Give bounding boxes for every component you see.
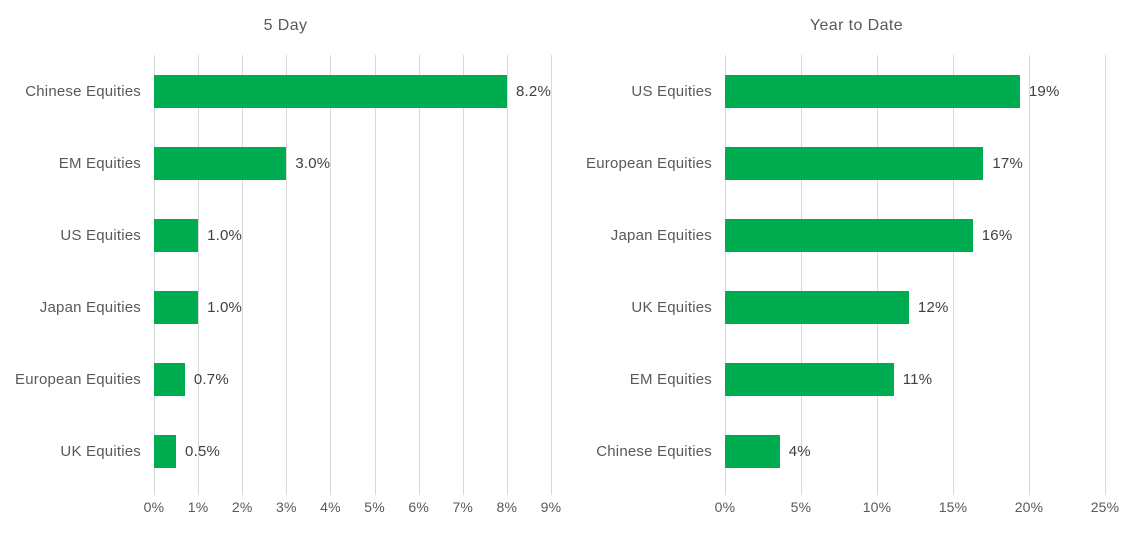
gridline (330, 55, 332, 495)
chart-body: US Equities European Equities Japan Equiti… (571, 55, 1142, 495)
bar (725, 363, 894, 397)
category-label: Chinese Equities (25, 82, 141, 100)
bar-value-label: 3.0% (295, 154, 331, 172)
gridline (506, 55, 508, 495)
bar-value-label: 12% (917, 299, 949, 317)
category-label: EM Equities (629, 371, 712, 389)
category-label: US Equities (631, 82, 712, 100)
bar (154, 218, 199, 252)
bar-value-label: 1.0% (207, 299, 243, 317)
category-label: UK Equities (60, 443, 141, 461)
x-tick-label: 25% (1090, 499, 1120, 515)
bar (154, 363, 185, 397)
plot-area: 19% 17% 16% 12% 11% 4% (725, 55, 1106, 495)
bar (154, 74, 507, 108)
category-label: UK Equities (631, 299, 712, 317)
bar-row: 3.0% (154, 127, 551, 199)
gridline (286, 55, 288, 495)
gridline (242, 55, 244, 495)
bar-row: 0.7% (154, 344, 551, 416)
category-axis: US Equities European Equities Japan Equiti… (571, 55, 725, 488)
category-axis: Chinese Equities EM Equities US Equities Ja… (0, 55, 154, 488)
x-axis: 0% 5% 10% 15% 20% 25% (715, 488, 1119, 535)
bar-row: 1.0% (154, 199, 551, 271)
gridline (462, 55, 464, 495)
x-tick-label: 5% (790, 499, 812, 515)
category-label: Chinese Equities (596, 443, 712, 461)
x-tick-label: 0% (143, 499, 165, 515)
bar-row: 0.5% (154, 416, 551, 488)
x-tick-label: 10% (862, 499, 892, 515)
gridline (374, 55, 376, 495)
bar-row: 11% (725, 344, 1105, 416)
gridline (877, 55, 878, 495)
bar (725, 291, 909, 325)
bar (725, 146, 984, 180)
x-tick-label: 3% (276, 499, 297, 515)
category-label: Japan Equities (39, 299, 141, 317)
category-label: Japan Equities (610, 226, 712, 244)
bar-row: 1.0% (154, 272, 551, 344)
bar-value-label: 17% (992, 154, 1024, 172)
gridline (1105, 55, 1106, 495)
bar-value-label: 0.5% (185, 443, 221, 461)
bar-row: 17% (725, 127, 1105, 199)
gridline (1029, 55, 1030, 495)
x-tick-label: 4% (320, 499, 341, 515)
category-label: European Equities (15, 371, 141, 389)
x-tick-label: 2% (231, 499, 253, 515)
bar (725, 435, 780, 469)
chart-title-year-to-date: Year to Date (809, 17, 904, 34)
category-label: US Equities (60, 226, 141, 244)
bar-row: 16% (725, 199, 1105, 271)
x-tick-label: 9% (540, 499, 562, 515)
bar-value-label: 4% (788, 443, 811, 461)
gridline (198, 55, 200, 495)
bar-value-label: 8.2% (516, 82, 551, 100)
bar-value-label: 1.0% (207, 226, 243, 244)
x-tick-label: 0% (714, 499, 736, 515)
x-tick-label: 5% (364, 499, 385, 515)
category-label: EM Equities (58, 154, 141, 172)
x-tick-label: 20% (1014, 499, 1044, 515)
bar-row: 4% (725, 416, 1105, 488)
x-tick-label: 1% (187, 499, 209, 515)
gridline (801, 55, 802, 495)
plot-area: 8.2% 3.0% 1.0% 1.0% 0.7% 0.5% (154, 55, 552, 495)
bar-row: 12% (725, 272, 1105, 344)
chart-title-5-day: 5 Day (263, 17, 308, 34)
x-tick-label: 8% (496, 499, 518, 515)
chart-5-day: 5 Day Chinese Equities EM Equities US Equi… (0, 0, 571, 535)
category-label: European Equities (586, 154, 712, 172)
bar-value-label: 19% (1028, 82, 1060, 100)
gridline (551, 55, 552, 495)
bar (154, 435, 177, 469)
bar-row: 8.2% (154, 55, 551, 127)
bar (725, 218, 973, 252)
gridline (725, 55, 726, 495)
chart-body: Chinese Equities EM Equities US Equities Ja… (0, 55, 571, 495)
bar-value-label: 11% (902, 371, 933, 389)
x-tick-label: 15% (938, 499, 968, 515)
bar-row: 19% (725, 55, 1105, 127)
bar (154, 146, 287, 180)
bar-value-label: 16% (981, 226, 1013, 244)
x-axis: 0% 1% 2% 3% 4% 5% 6% 7% 8% 9% (144, 488, 561, 535)
chart-year-to-date: Year to Date US Equities European Equitie… (571, 0, 1142, 535)
x-tick-label: 7% (452, 499, 474, 515)
bar (154, 291, 199, 325)
gridline (953, 55, 954, 495)
bar-value-label: 0.7% (193, 371, 229, 389)
gridline (154, 55, 155, 495)
gridline (418, 55, 420, 495)
x-tick-label: 6% (408, 499, 429, 515)
bar (725, 74, 1020, 108)
